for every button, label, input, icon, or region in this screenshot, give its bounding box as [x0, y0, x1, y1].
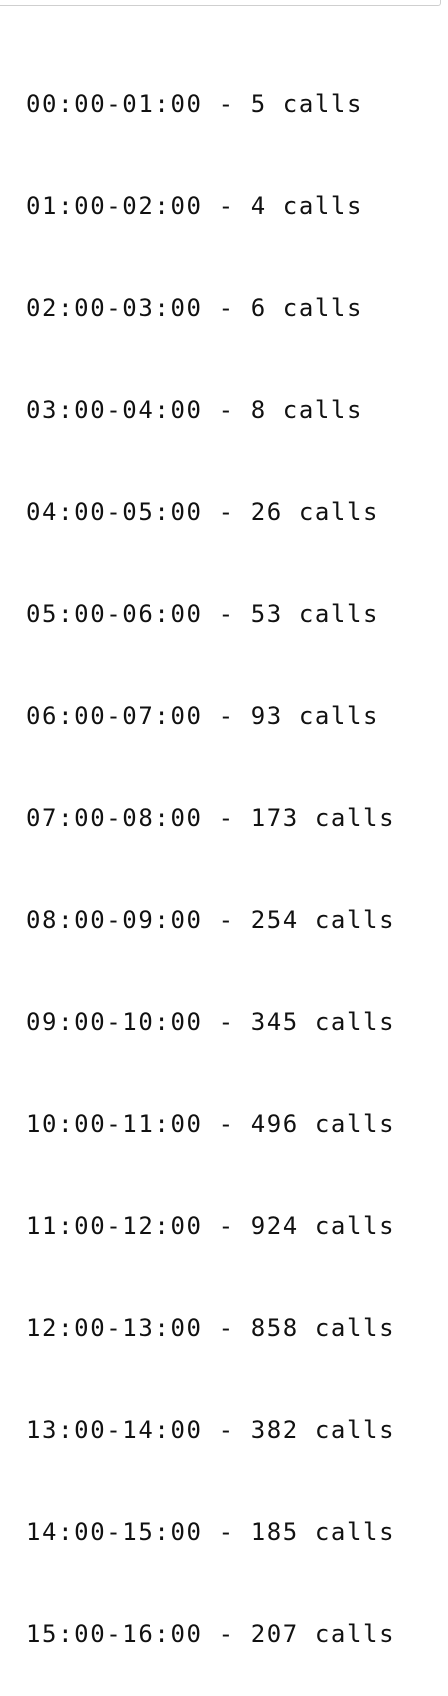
output-panel: 00:00-01:00 - 5 calls 01:00-02:00 - 4 ca… [0, 0, 441, 1648]
list-item: 12:00-13:00 - 858 calls [26, 1314, 396, 1342]
list-item: 11:00-12:00 - 924 calls [26, 1212, 396, 1240]
list-item: 13:00-14:00 - 382 calls [26, 1416, 396, 1444]
list-item: 03:00-04:00 - 8 calls [26, 396, 364, 424]
list-item: 15:00-16:00 - 207 calls [26, 1620, 396, 1648]
list-item: 07:00-08:00 - 173 calls [26, 804, 396, 832]
list-item: 04:00-05:00 - 26 calls [26, 498, 380, 526]
list-item: 00:00-01:00 - 5 calls [26, 90, 364, 118]
list-item: 01:00-02:00 - 4 calls [26, 192, 364, 220]
list-item: 14:00-15:00 - 185 calls [26, 1518, 396, 1546]
list-item: 05:00-06:00 - 53 calls [26, 600, 380, 628]
call-count-list: 00:00-01:00 - 5 calls 01:00-02:00 - 4 ca… [26, 19, 395, 1696]
list-item: 10:00-11:00 - 496 calls [26, 1110, 396, 1138]
list-item: 09:00-10:00 - 345 calls [26, 1008, 396, 1036]
list-item: 06:00-07:00 - 93 calls [26, 702, 380, 730]
output-top-border [0, 0, 441, 6]
list-item: 02:00-03:00 - 6 calls [26, 294, 364, 322]
list-item: 08:00-09:00 - 254 calls [26, 906, 396, 934]
